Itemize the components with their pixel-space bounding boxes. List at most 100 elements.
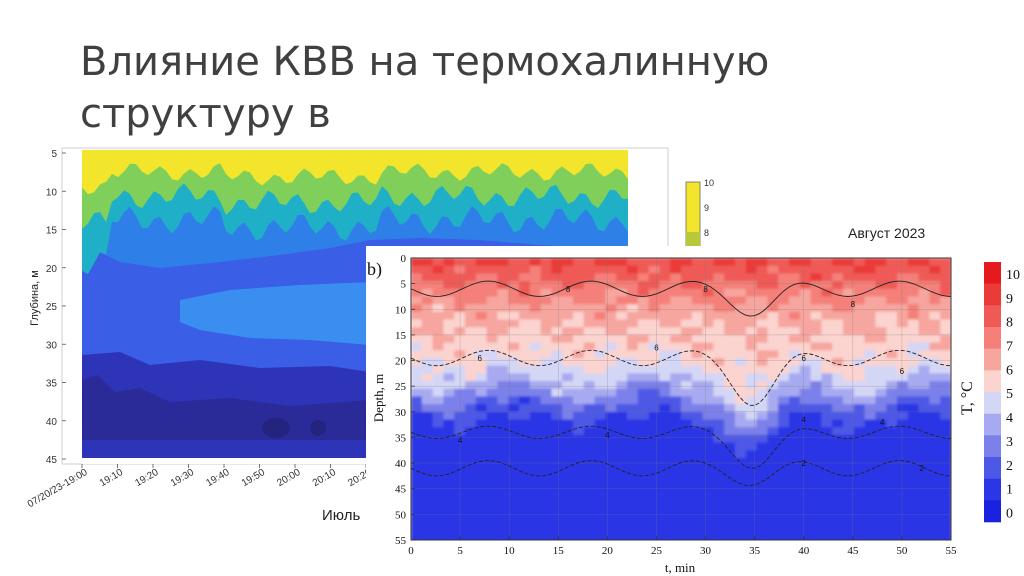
chart-left-colorbar: 10 9 8	[685, 178, 714, 247]
right-ytick-label: 15	[395, 330, 407, 342]
right-ytick-label: 10	[395, 304, 407, 316]
right-ytick-label: 40	[395, 458, 407, 470]
colorbar-right-tick: 7	[1006, 339, 1013, 354]
chart-right-frame	[410, 257, 952, 541]
right-ytick-label: 55	[395, 535, 407, 547]
chart-right-title: Август 2023	[848, 225, 925, 241]
left-ytick-label: 15	[46, 226, 58, 237]
colorbar-right-tick: 3	[1006, 435, 1013, 450]
left-xtick-label: 19:10	[98, 467, 126, 489]
right-xtick-label: 30	[700, 545, 712, 557]
right-ytick-label: 25	[395, 381, 407, 393]
right-xtick-label: 20	[602, 545, 614, 557]
left-xtick-label: 19:40	[204, 467, 232, 489]
colorbar-right-tick: 0	[1006, 506, 1013, 521]
left-ytick-label: 5	[51, 149, 57, 160]
colorbar-right-tick: 6	[1006, 363, 1013, 378]
right-ytick-label: 5	[401, 279, 407, 291]
contour-label: 8	[851, 300, 856, 309]
right-xtick-label: 25	[651, 545, 663, 557]
right-ytick-label: 45	[395, 484, 407, 496]
colorbar-right-swatch	[984, 435, 1001, 458]
colorbar-right-swatch	[984, 283, 1001, 306]
left-xtick-label: 19:50	[240, 467, 268, 489]
chart-right-axes: 0 5 10 15 20 25 30 35 40 45 50 55051015202530354045…	[395, 253, 957, 557]
colorbar-right-tick: 5	[1006, 387, 1013, 402]
contour-label: 4	[605, 431, 610, 440]
colorbar-right-tick: 1	[1006, 483, 1013, 498]
left-ytick-label: 20	[46, 264, 58, 275]
colorbar-right-tick: 8	[1006, 316, 1013, 331]
colorbar-right-tick: 2	[1006, 459, 1013, 474]
colorbar-right-tick: 4	[1006, 411, 1013, 426]
left-xtick-label: 20:00	[275, 467, 303, 489]
right-ytick-label: 50	[395, 509, 407, 521]
left-ytick-label: 30	[46, 340, 58, 351]
colorbar-right-swatch	[984, 348, 1001, 371]
contour-label: 4	[880, 418, 885, 427]
contour-label: 6	[802, 354, 807, 363]
right-xtick-label: 0	[408, 545, 414, 557]
colorbar-right-swatch	[984, 413, 1001, 436]
contour-label: 4	[802, 416, 807, 425]
colorbar-right-label: T, °C	[959, 381, 976, 415]
chart-right-panel-label: b)	[367, 259, 382, 280]
field-light-tongue	[180, 282, 370, 345]
right-xtick-label: 35	[749, 545, 761, 557]
chart-right-xlabel: t, min	[665, 560, 696, 575]
colorbar-left-tick: 8	[704, 228, 709, 238]
chart-left-xlabel: Июль	[322, 507, 360, 524]
contour-label: 2	[802, 459, 807, 468]
field-bottom-mask	[82, 458, 628, 464]
right-ytick-label: 35	[395, 432, 407, 444]
right-xtick-label: 40	[798, 545, 810, 557]
colorbar-right-swatch	[984, 500, 1001, 523]
contour-label: 2	[919, 464, 924, 473]
chart-right: Август 2023 b) 0 5 10 15 20 25 30 35 40 45 50 55051…	[366, 225, 1020, 576]
left-ytick-label: 45	[46, 455, 58, 466]
field-band-yellow	[82, 150, 628, 195]
left-ytick-label: 25	[46, 302, 58, 313]
colorbar-right-swatch	[984, 370, 1001, 393]
contour-label: 6	[900, 367, 905, 376]
field-spot-1	[262, 418, 290, 438]
right-ytick-label: 30	[395, 407, 407, 419]
contour-label: 4	[458, 436, 463, 445]
colorbar-left-tick: 10	[704, 178, 714, 188]
left-ytick-label: 40	[46, 417, 58, 428]
colorbar-right-tick: 10	[1006, 268, 1020, 283]
chart-right-field	[411, 258, 951, 540]
contour-label: 8	[703, 285, 708, 294]
contour-label: 6	[654, 344, 659, 353]
chart-left-ylabel: Глубина, м	[29, 270, 41, 326]
colorbar-right-swatch	[984, 392, 1001, 414]
title-line-1: Влияние КВВ на термохалинную структуру в	[80, 39, 770, 137]
colorbar-right-swatch	[984, 478, 1001, 501]
contour-label: 8	[566, 285, 571, 294]
right-ytick-label: 20	[395, 356, 407, 368]
right-xtick-label: 55	[946, 545, 958, 557]
left-ytick-label: 35	[46, 379, 58, 390]
colorbar-right-swatch	[984, 457, 1001, 479]
left-xtick-label: 19:20	[133, 467, 161, 489]
field-deepest	[82, 375, 370, 440]
left-ytick-label: 10	[46, 187, 58, 198]
colorbar-left-tick: 9	[704, 203, 709, 213]
colorbar-left-low	[686, 232, 700, 246]
right-ytick-label: 0	[401, 253, 407, 265]
field-spot-2	[310, 420, 326, 436]
chart-left-field	[82, 150, 628, 464]
left-xtick-label: 07/20/23-19:00	[26, 467, 90, 510]
left-xtick-label: 19:30	[169, 467, 197, 489]
right-xtick-label: 5	[457, 545, 463, 557]
right-xtick-label: 10	[504, 545, 516, 557]
right-xtick-label: 45	[847, 545, 859, 557]
colorbar-right-tick: 9	[1006, 292, 1013, 307]
colorbar-right-swatch	[984, 327, 1001, 349]
right-xtick-label: 15	[553, 545, 565, 557]
right-xtick-label: 50	[896, 545, 908, 557]
colorbar-right-swatch	[984, 305, 1001, 328]
